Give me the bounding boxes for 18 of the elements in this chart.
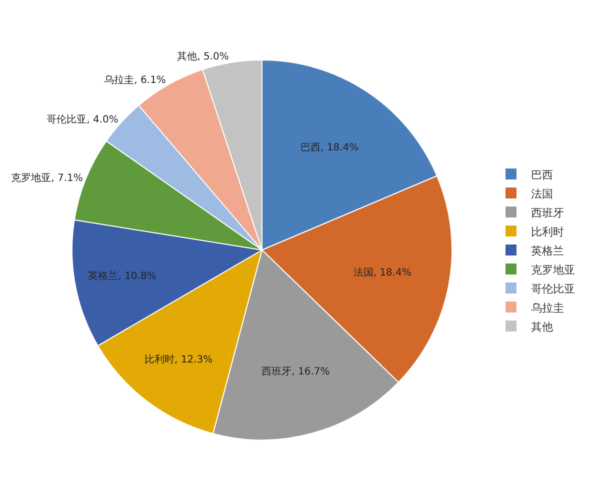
data-label: 克罗地亚, 7.1% (11, 172, 83, 184)
legend-label: 巴西 (531, 168, 553, 182)
legend-label: 比利时 (531, 225, 564, 238)
legend-label: 乌拉圭 (531, 301, 564, 314)
legend-label: 英格兰 (531, 244, 564, 258)
data-label: 哥伦比亚, 4.0% (46, 113, 118, 126)
data-label: 英格兰, 10.8% (88, 270, 156, 282)
legend-label: 克罗地亚 (531, 263, 575, 276)
legend-label: 法国 (531, 187, 553, 200)
data-label: 其他, 5.0% (177, 50, 229, 63)
data-label: 乌拉圭, 6.1% (104, 74, 166, 86)
data-label: 法国, 18.4% (353, 266, 412, 278)
data-label: 巴西, 18.4% (300, 142, 359, 154)
data-label: 比利时, 12.3% (144, 353, 213, 366)
legend-label: 哥伦比亚 (531, 282, 575, 296)
legend-label: 其他 (531, 320, 553, 334)
legend-label: 西班牙 (531, 206, 564, 220)
data-label: 西班牙, 16.7% (262, 366, 330, 378)
